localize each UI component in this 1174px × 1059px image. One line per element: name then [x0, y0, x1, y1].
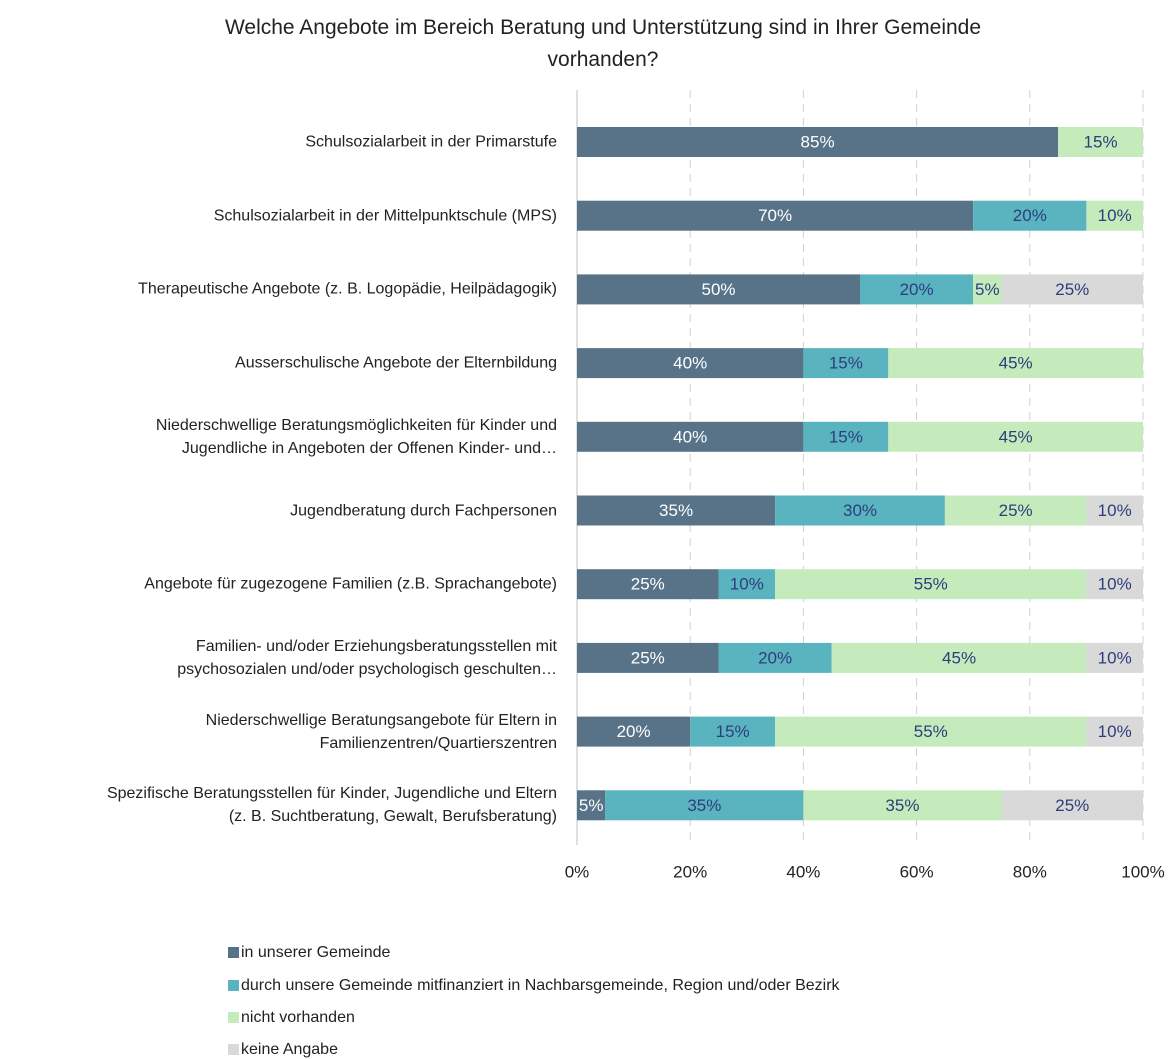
bar-segment	[577, 421, 804, 452]
bar-segment	[1086, 495, 1143, 526]
bar-segment	[577, 790, 606, 821]
bar-segment	[860, 274, 974, 305]
legend-label: nicht vorhanden	[241, 1009, 355, 1026]
value-label: 25%	[631, 648, 665, 667]
category-label: Familien- und/oder Erziehungsberatungsst…	[177, 637, 557, 678]
bar-segment	[577, 348, 804, 379]
value-label: 15%	[829, 354, 863, 373]
value-label: 85%	[801, 132, 835, 151]
value-label: 15%	[1084, 132, 1118, 151]
x-tick-label: 0%	[565, 862, 590, 881]
legend-swatch	[228, 1012, 239, 1023]
value-label: 5%	[579, 796, 604, 815]
legend-swatch	[228, 980, 239, 991]
category-label: Ausserschulische Angebote der Elternbild…	[235, 354, 557, 372]
value-label: 10%	[1098, 575, 1132, 594]
value-label: 35%	[687, 796, 721, 815]
bar-segment	[1001, 790, 1143, 821]
value-label: 30%	[843, 501, 877, 520]
x-tick-label: 60%	[900, 862, 934, 881]
bar-segment	[1086, 642, 1143, 673]
bar-segment	[1086, 569, 1143, 600]
bar-segment	[1086, 200, 1143, 231]
value-label: 20%	[758, 648, 792, 667]
bar-segment	[577, 127, 1059, 157]
legend-swatch	[228, 1044, 239, 1055]
category-label: Niederschwellige Beratungsangebote für E…	[205, 711, 557, 752]
value-label: 45%	[999, 354, 1033, 373]
value-label: 20%	[900, 280, 934, 299]
bar-segment	[605, 790, 804, 821]
value-label: 5%	[975, 280, 1000, 299]
x-tick-label: 40%	[786, 862, 820, 881]
category-label: Spezifische Beratungsstellen für Kinder,…	[106, 785, 557, 826]
value-label: 15%	[716, 722, 750, 741]
bar-segment	[1058, 127, 1143, 157]
bar-segment	[577, 716, 691, 747]
value-label: 55%	[914, 575, 948, 594]
value-label: 25%	[1055, 280, 1089, 299]
bar-segment	[577, 642, 719, 673]
bar-segment	[775, 569, 1087, 600]
category-label: Jugendberatung durch Fachpersonen	[290, 502, 557, 519]
value-label: 20%	[1013, 206, 1047, 225]
bar-segment	[775, 716, 1087, 747]
bar-segment	[718, 642, 832, 673]
category-label: Therapeutische Angebote (z. B. Logopädie…	[138, 280, 557, 298]
bar-segment	[831, 642, 1087, 673]
value-label: 40%	[673, 427, 707, 446]
bar-segment	[803, 348, 889, 379]
category-label: Schulsozialarbeit in der Mittelpunktschu…	[213, 207, 557, 225]
value-label: 45%	[942, 648, 976, 667]
chart-title: Welche Angebote im Bereich Beratung und …	[224, 16, 982, 71]
value-label: 10%	[1098, 501, 1132, 520]
value-label: 35%	[885, 796, 919, 815]
bar-segment	[888, 421, 1143, 452]
bar-segment	[577, 274, 860, 305]
value-label: 50%	[701, 280, 735, 299]
value-label: 10%	[1098, 206, 1132, 225]
value-label: 10%	[730, 575, 764, 594]
category-label: Schulsozialarbeit in der Primarstufe	[305, 133, 557, 151]
legend-label: durch unsere Gemeinde mitfinanziert in N…	[241, 977, 841, 994]
category-label: Angebote für zugezogene Familien (z.B. S…	[144, 575, 557, 593]
value-label: 55%	[914, 722, 948, 741]
bar-segment	[577, 495, 776, 526]
bar-segment	[973, 274, 1002, 305]
category-label: Niederschwellige Beratungsmöglichkeiten …	[155, 416, 557, 457]
legend-label: keine Angabe	[241, 1041, 338, 1058]
bar-segment	[718, 569, 776, 600]
bar-segment	[803, 790, 1002, 821]
bar-segment	[577, 200, 974, 231]
bar-segment	[973, 200, 1087, 231]
bar-segment	[803, 421, 889, 452]
value-label: 70%	[758, 206, 792, 225]
value-label: 20%	[617, 722, 651, 741]
bar-segment	[888, 348, 1143, 379]
bar-segment	[1001, 274, 1143, 305]
legend-label: in unserer Gemeinde	[241, 944, 391, 961]
value-label: 40%	[673, 354, 707, 373]
value-label: 35%	[659, 501, 693, 520]
value-label: 10%	[1098, 722, 1132, 741]
x-tick-label: 20%	[673, 862, 707, 881]
x-tick-label: 100%	[1121, 862, 1164, 881]
legend-swatch	[228, 947, 239, 958]
bar-segment	[690, 716, 776, 747]
value-label: 10%	[1098, 648, 1132, 667]
value-label: 45%	[999, 427, 1033, 446]
value-label: 25%	[631, 575, 665, 594]
bar-segment	[1086, 716, 1143, 747]
value-label: 25%	[1055, 796, 1089, 815]
bar-segment	[944, 495, 1087, 526]
bar-segment	[577, 569, 719, 600]
value-label: 25%	[999, 501, 1033, 520]
x-tick-label: 80%	[1013, 862, 1047, 881]
value-label: 15%	[829, 427, 863, 446]
bar-segment	[775, 495, 945, 526]
